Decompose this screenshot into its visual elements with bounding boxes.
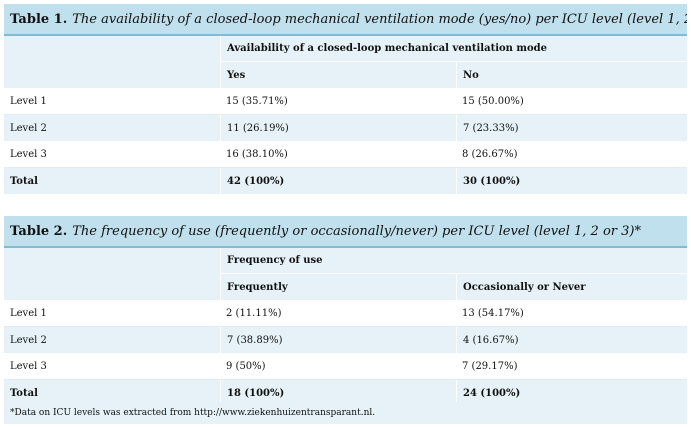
cell-no: 15 (50.00%) [462,95,524,107]
row-label: Level 3 [10,360,47,372]
table-row-total: Total 18 (100%) 24 (100%) [4,380,687,406]
table-1-title: The availability of a closed-loop mechan… [72,11,687,27]
table-1: Table 1. The availability of a closed-lo… [4,4,687,194]
cell-yes: 42 (100%) [220,168,456,194]
row-label: Level 2 [10,334,47,346]
cell-yes: 11 (26.19%) [220,115,456,141]
table-row: Level 3 16 (38.10%) 8 (26.67%) [4,141,687,168]
cell-occasionally: 24 (100%) [456,380,687,406]
table-2-label: Table 2. [10,223,68,239]
cell-frequently: 18 (100%) [220,380,456,406]
table-1-corner-cell [4,36,220,88]
cell-frequently: 2 (11.11%) [226,307,282,319]
row-label: Level 1 [10,95,47,107]
table-2-col-occasionally: Occasionally or Never [456,274,687,300]
table-2-corner-cell [4,248,220,300]
cell-occasionally: 13 (54.17%) [462,307,524,319]
cell-no: 30 (100%) [456,168,687,194]
table-row-total: Total 42 (100%) 30 (100%) [4,168,687,194]
table-2-caption: Table 2. The frequency of use (frequentl… [4,216,687,248]
table-row: Level 3 9 (50%) 7 (29.17%) [4,353,687,380]
cell-occasionally: 7 (29.17%) [462,360,518,372]
row-label: Level 1 [10,307,47,319]
row-label: Level 2 [10,122,47,134]
row-label: Level 3 [10,148,47,160]
table-1-group-header: Availability of a closed-loop mechanical… [220,36,687,62]
row-label: Total [10,175,38,187]
cell-frequently: 7 (38.89%) [220,327,456,353]
cell-no: 8 (26.67%) [462,148,518,160]
table-row: Level 2 11 (26.19%) 7 (23.33%) [4,115,687,141]
cell-yes: 16 (38.10%) [226,148,288,160]
cell-yes: 15 (35.71%) [226,95,288,107]
cell-frequently: 9 (50%) [226,360,266,372]
table-2-title: The frequency of use (frequently or occa… [72,223,641,239]
table-1-label: Table 1. [10,11,68,27]
cell-no: 7 (23.33%) [456,115,687,141]
table-2: Table 2. The frequency of use (frequentl… [4,216,687,406]
footnote: *Data on ICU levels was extracted from h… [4,402,687,424]
table-1-col-yes: Yes [220,62,456,88]
table-1-caption: Table 1. The availability of a closed-lo… [4,4,687,36]
table-2-group-header: Frequency of use [220,248,687,274]
cell-occasionally: 4 (16.67%) [456,327,687,353]
table-1-col-no: No [456,62,687,88]
table-2-col-frequently: Frequently [220,274,456,300]
row-label: Total [10,387,38,399]
table-row: Level 2 7 (38.89%) 4 (16.67%) [4,327,687,353]
table-row: Level 1 15 (35.71%) 15 (50.00%) [4,88,687,115]
table-row: Level 1 2 (11.11%) 13 (54.17%) [4,300,687,327]
